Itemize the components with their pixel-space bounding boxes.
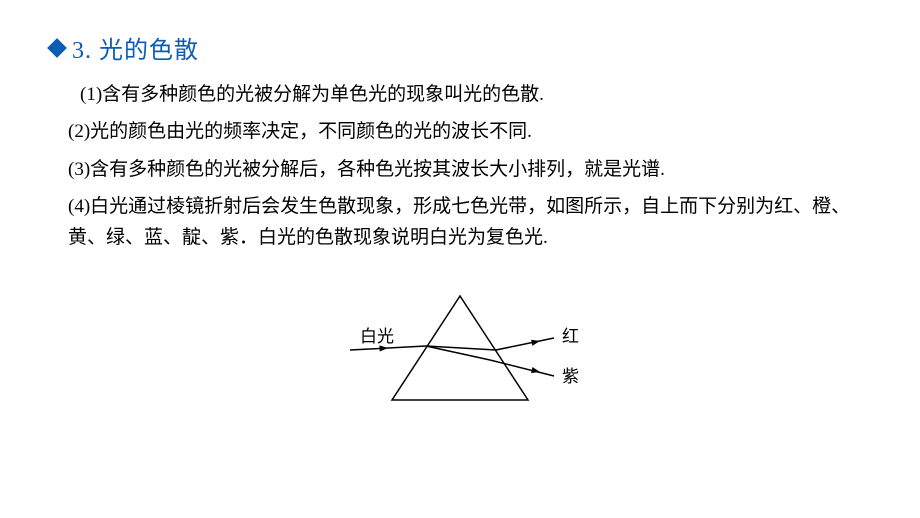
svg-text:白光: 白光 [360,327,394,346]
heading-row: 3. 光的色散 [50,30,870,65]
list-item: (2)光的颜色由光的频率决定，不同颜色的光的波长不同. [68,116,870,147]
list-item: (4)白光通过棱镜折射后会发生色散现象，形成七色光带，如图所示，自上而下分别为红… [68,191,870,254]
svg-text:紫: 紫 [562,367,579,386]
svg-text:红: 红 [562,327,579,346]
slide-page: 3. 光的色散 (1)含有多种颜色的光被分解为单色光的现象叫光的色散. (2)光… [0,0,920,428]
list-item: (3)含有多种颜色的光被分解后，各种色光按其波长大小排列，就是光谱. [68,154,870,185]
prism-diagram: 白光 红紫 [330,278,590,428]
heading-title: 光的色散 [99,38,199,64]
list-item: (1)含有多种颜色的光被分解为单色光的现象叫光的色散. [80,79,870,110]
section-heading: 3. 光的色散 [72,30,199,65]
heading-number: 3. [72,38,92,64]
diamond-bullet-icon [47,38,67,58]
dispersion-figure: 白光 红紫 [50,278,870,428]
